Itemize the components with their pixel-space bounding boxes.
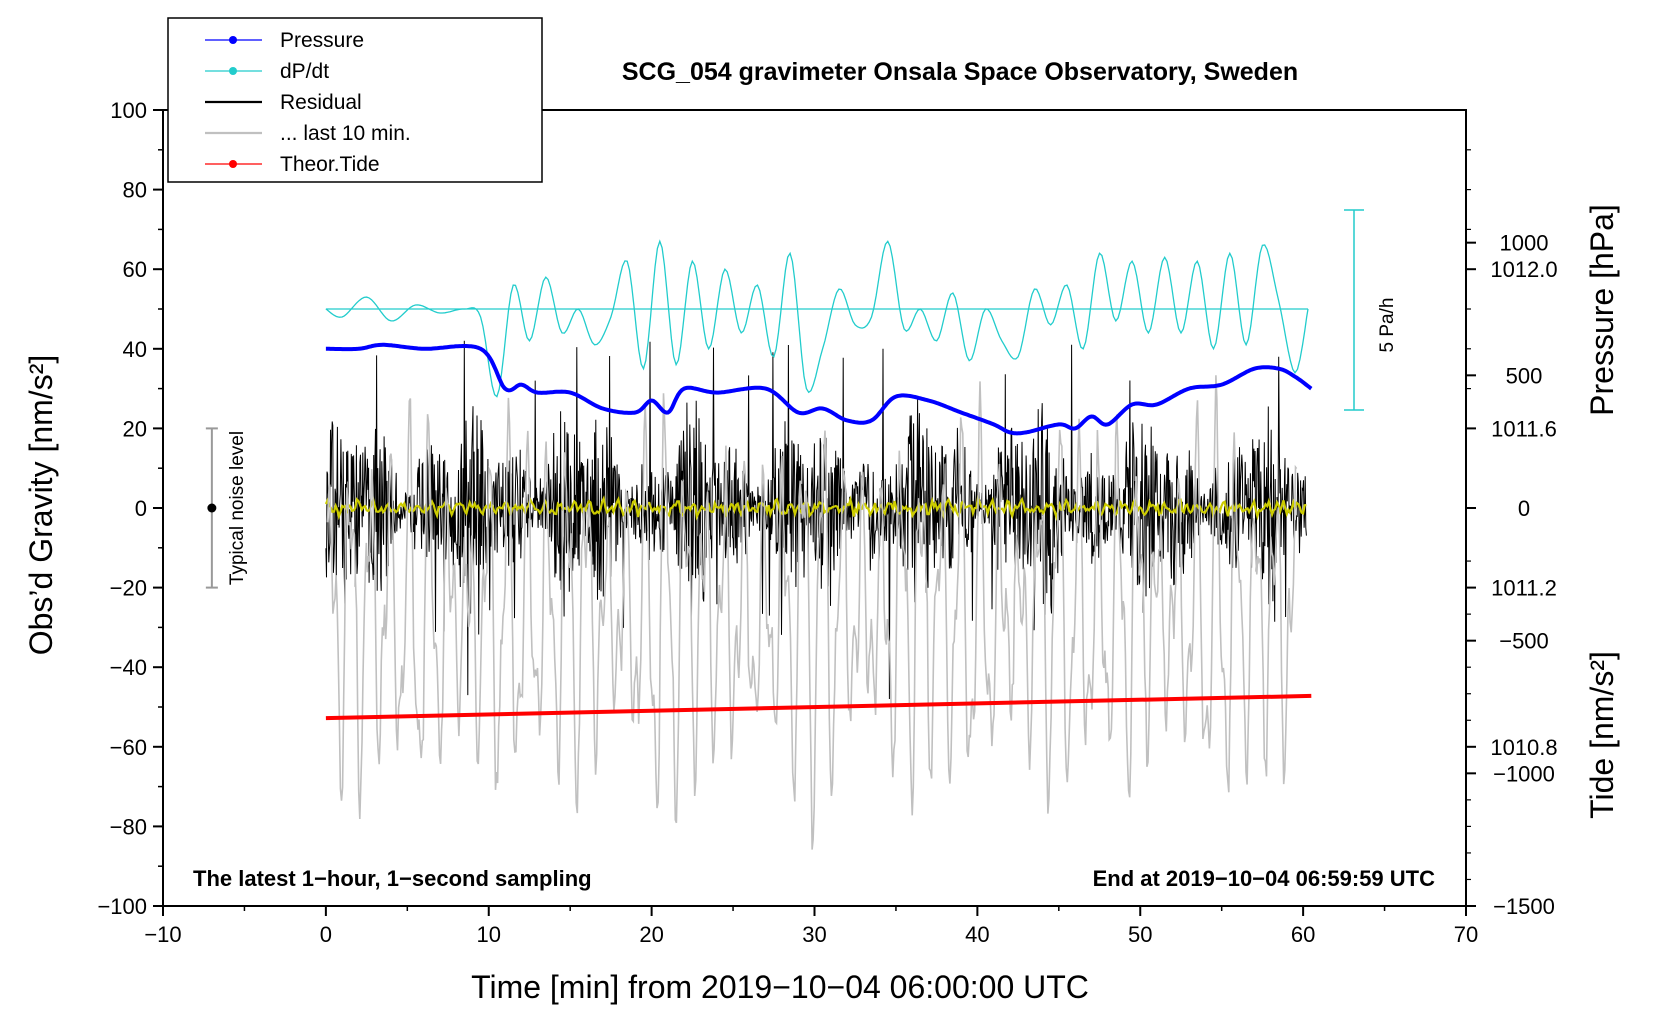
y-tick-label: −60 [110, 735, 147, 760]
pressure-tick-label: 1011.6 [1491, 416, 1557, 441]
x-tick-label: 70 [1454, 922, 1478, 947]
tide-tick-label: −1500 [1493, 894, 1555, 919]
x-tick-label: 40 [965, 922, 989, 947]
y-tick-label: 80 [123, 178, 147, 203]
axes-layer: −10 0 10 20 30 40 50 60 70−100−80−60−40−20020406… [97, 98, 1557, 947]
annotation-bottom-left: The latest 1−hour, 1−second sampling [193, 866, 592, 891]
y-tick-label: 0 [135, 496, 147, 521]
y-tick-label: −100 [97, 894, 147, 919]
residual-smoothed-line [324, 494, 1307, 522]
legend: Pressure dP/dt Residual ... last 10 min. The… [167, 17, 543, 183]
legend-label: dP/dt [280, 60, 329, 83]
theor-tide-line [325, 693, 1312, 721]
legend-label: Residual [280, 91, 362, 114]
x-axis-title: Time [min] from 2019−10−04 06:00:00 UTC [471, 969, 1089, 1005]
legend-marker [229, 36, 237, 44]
y-tick-label: −40 [110, 655, 147, 680]
tide-tick-label: −1000 [1493, 761, 1555, 786]
pressure-tick-label: 1012.0 [1490, 257, 1557, 282]
text-layer: SCG_054 gravimeter Onsala Space Observat… [23, 58, 1620, 1005]
tide-axis-title: Tide [nm/s²] [1584, 651, 1620, 819]
x-tick-label: 60 [1291, 922, 1315, 947]
pressure-line [325, 342, 1313, 436]
legend-label: ... last 10 min. [280, 122, 411, 145]
dpdt-line [325, 239, 1309, 398]
legend-marker [229, 67, 237, 75]
y-tick-label: 60 [123, 257, 147, 282]
last-10-min-line [326, 375, 1298, 850]
legend-marker [229, 160, 237, 168]
pressure-tick-label: 1010.8 [1490, 735, 1557, 760]
legend-label: Pressure [280, 29, 364, 52]
x-tick-label: −10 [144, 922, 181, 947]
chart-title: SCG_054 gravimeter Onsala Space Observat… [622, 58, 1298, 86]
pressure-tick-label: 1011.2 [1491, 576, 1557, 601]
x-tick-label: 20 [639, 922, 663, 947]
x-tick-label: 50 [1128, 922, 1152, 947]
tide-tick-label: 500 [1506, 363, 1543, 388]
plot-data-layer [205, 209, 1364, 850]
y-tick-label: 40 [123, 337, 147, 362]
legend-box [167, 17, 543, 183]
tide-tick-label: 1000 [1500, 231, 1549, 256]
x-tick-label: 0 [320, 922, 332, 947]
y-tick-label: 100 [110, 98, 147, 123]
x-tick-label: 30 [802, 922, 826, 947]
y-tick-label: −80 [110, 814, 147, 839]
tide-tick-label: 0 [1518, 496, 1530, 521]
legend-label: Theor.Tide [280, 153, 380, 176]
y-tick-label: −20 [110, 576, 147, 601]
tide-tick-label: −500 [1499, 629, 1549, 654]
y-axis-title: Obs’d Gravity [nm/s²] [23, 355, 59, 656]
y-tick-label: 20 [123, 416, 147, 441]
pressure-axis-title: Pressure [hPa] [1584, 204, 1620, 416]
x-tick-label: 10 [477, 922, 501, 947]
annotation-bottom-right: End at 2019−10−04 06:59:59 UTC [1093, 866, 1436, 891]
dpdt-scale-label: 5 Pa/h [1377, 298, 1398, 353]
noise-level-center [207, 503, 217, 513]
noise-level-label: Typical noise level [227, 431, 248, 585]
